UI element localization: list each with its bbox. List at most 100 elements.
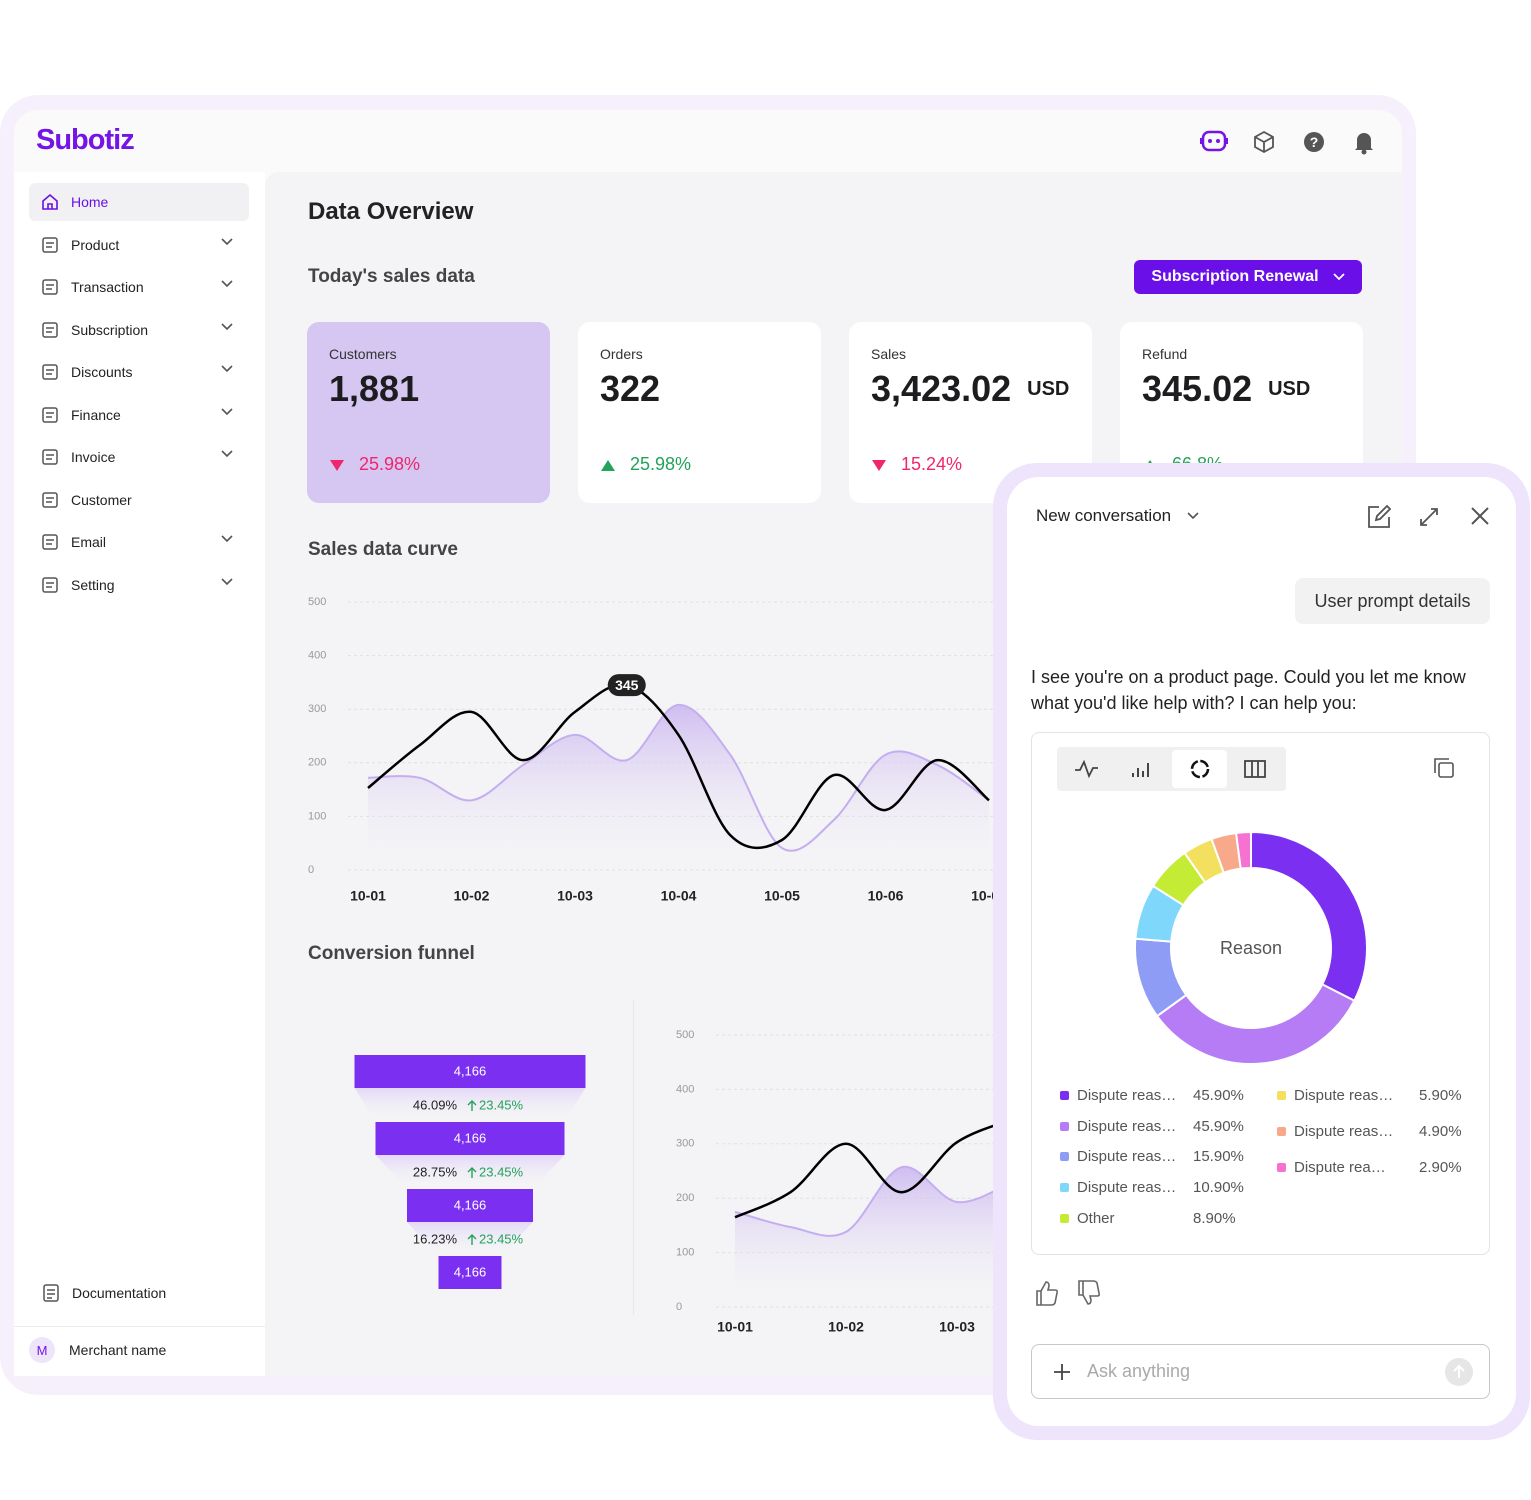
donut-slice: [1155, 983, 1356, 1065]
nav-icon: [42, 449, 58, 465]
input-placeholder: Ask anything: [1087, 1361, 1191, 1381]
nav-chevron: [221, 365, 233, 373]
nav-item[interactable]: Home: [29, 183, 249, 221]
stat-label: Sales: [871, 346, 907, 362]
thumb-up[interactable]: [1036, 1281, 1059, 1306]
stat-value: 1,881: [329, 368, 419, 410]
nav-label: Discounts: [71, 364, 133, 380]
sidebar: [14, 172, 265, 1376]
stat-number: 1,881: [329, 368, 420, 409]
chat-input[interactable]: Ask anything: [1031, 1344, 1490, 1399]
plus-icon[interactable]: [1052, 1362, 1072, 1382]
legend-label: Dispute reas…: [1294, 1087, 1394, 1104]
bar-tab[interactable]: [1132, 763, 1149, 777]
bell-icon[interactable]: [1355, 133, 1373, 155]
nav-label: Invoice: [71, 449, 116, 465]
stat-value: 345.02 USD: [1142, 368, 1310, 410]
stat-change: 25.98%: [329, 454, 420, 475]
trend-arrow: [601, 459, 615, 471]
renewal-button[interactable]: Subscription Renewal: [1134, 260, 1362, 294]
nav-item[interactable]: Email: [29, 523, 249, 561]
avatar: M: [29, 1337, 55, 1363]
stat-card: Customers 1,881 25.98%: [307, 322, 550, 503]
nav-label: Finance: [71, 406, 121, 423]
header-icons[interactable]: ?: [1200, 128, 1390, 156]
nav-icon: [42, 491, 58, 508]
legend-label: Dispute rea…: [1294, 1159, 1386, 1176]
donut-center-label: Reason: [1220, 938, 1282, 958]
thumb-down[interactable]: [1078, 1280, 1101, 1305]
legend-item: Dispute rea… 2.90%: [1277, 1159, 1462, 1176]
chart-tabs[interactable]: [1057, 747, 1477, 793]
nav-item[interactable]: Customer: [29, 481, 249, 519]
legend-value: 45.90%: [1193, 1087, 1244, 1104]
nav-chevron: [221, 407, 233, 415]
conversation-title[interactable]: New conversation: [1036, 506, 1199, 526]
legend-label: Dispute reas…: [1294, 1123, 1394, 1140]
legend-swatch: [1277, 1127, 1286, 1136]
copy-icon[interactable]: [1434, 758, 1454, 778]
nav-item[interactable]: Setting: [29, 566, 249, 604]
legend-value: 4.90%: [1419, 1123, 1462, 1140]
chat-body: New conversation User prompt details I s…: [1007, 477, 1516, 1426]
help-icon[interactable]: ?: [1304, 132, 1324, 152]
close-icon[interactable]: [1471, 507, 1489, 525]
legend-label: Dispute reas…: [1077, 1179, 1177, 1197]
conversation-label: New conversation: [1036, 506, 1172, 525]
nav-item[interactable]: Invoice: [29, 438, 249, 476]
stat-label: Customers: [329, 346, 397, 362]
new-chat-icon[interactable]: [1368, 504, 1392, 528]
merchant-name: Merchant name: [69, 1342, 167, 1358]
page-title: Data Overview: [308, 198, 474, 225]
legend-swatch: [1060, 1152, 1069, 1162]
chat-actions[interactable]: [1365, 503, 1495, 531]
line-tab[interactable]: [1075, 759, 1098, 779]
stat-label: Orders: [600, 346, 643, 362]
funnel-title: Conversion funnel: [308, 943, 475, 964]
nav-icon: [42, 193, 58, 210]
donut-slice: [1234, 830, 1252, 870]
legend-item: Dispute reas… 10.90%: [1060, 1179, 1244, 1196]
feedback[interactable]: [1031, 1277, 1121, 1309]
nav-item[interactable]: Finance: [29, 396, 249, 434]
nav-item[interactable]: Product: [29, 226, 249, 264]
legend-value: 10.90%: [1193, 1179, 1244, 1197]
section-title: Today's sales data: [308, 266, 475, 287]
nav-label: Customer: [71, 491, 132, 508]
documentation[interactable]: Documentation: [42, 1284, 166, 1302]
nav-item[interactable]: Subscription: [29, 311, 249, 349]
nav-icon: [42, 321, 58, 338]
legend-label: Dispute reas…: [1077, 1148, 1177, 1166]
legend-value: 45.90%: [1193, 1117, 1244, 1135]
nav-label: Product: [71, 236, 120, 253]
pie-tab[interactable]: [1190, 759, 1210, 779]
nav-item[interactable]: Discounts: [29, 353, 249, 391]
stat-value: 3,423.02 USD: [871, 368, 1069, 410]
stat-unit: USD: [1268, 378, 1311, 400]
nav-label: Subscription: [71, 321, 149, 338]
legend-value: 2.90%: [1419, 1159, 1462, 1176]
nav-icon: [42, 279, 58, 295]
assistant-icon[interactable]: [1200, 130, 1228, 152]
doc-icon: [43, 1284, 59, 1302]
logo[interactable]: Subotiz: [36, 124, 135, 156]
nav-chevron: [221, 237, 233, 245]
nav-label: Home: [71, 194, 109, 210]
legend-swatch: [1277, 1163, 1286, 1172]
table-tab[interactable]: [1244, 760, 1266, 778]
trend-arrow: [872, 459, 886, 471]
donut-slice: [1250, 830, 1368, 1003]
stat-change: 15.24%: [871, 454, 962, 475]
nav-label: Email: [71, 534, 107, 550]
legend-value: 15.90%: [1193, 1148, 1244, 1166]
stat-change: 25.98%: [600, 454, 691, 475]
stat-number: 345.02: [1142, 368, 1253, 409]
merchant[interactable]: M Merchant name: [29, 1337, 166, 1363]
legend-item: Dispute reas… 45.90%: [1060, 1118, 1244, 1135]
legend-swatch: [1060, 1091, 1069, 1100]
send-button[interactable]: [1444, 1357, 1474, 1387]
cube-icon[interactable]: [1254, 130, 1274, 154]
expand-icon[interactable]: [1420, 508, 1438, 526]
nav-item[interactable]: Transaction: [29, 268, 249, 306]
